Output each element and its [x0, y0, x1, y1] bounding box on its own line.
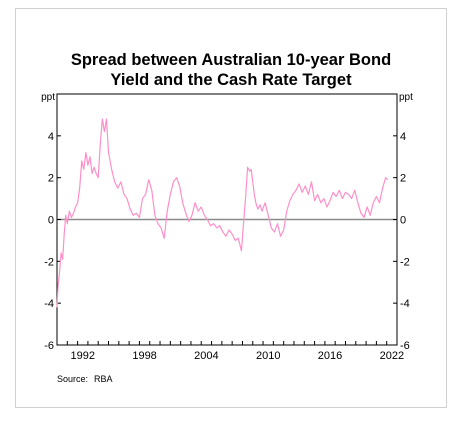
- series-line-0: [56, 118, 389, 308]
- y-tick-label-left: 0: [48, 215, 54, 227]
- x-tick-label: 2004: [194, 350, 218, 362]
- chart-title-line-1: Spread between Australian 10-year Bond: [70, 51, 392, 69]
- y-tick-label-right: 4: [400, 131, 406, 143]
- y-tick-label-right: -2: [400, 256, 410, 268]
- y-unit-right: ppt: [399, 92, 413, 103]
- chart-title: Spread between Australian 10-year Bond Y…: [15, 50, 447, 90]
- y-tick-label-left: 4: [48, 131, 54, 143]
- source-note: Source: RBA: [57, 374, 113, 384]
- y-tick-label-right: 2: [400, 173, 406, 185]
- x-tick-label: 1992: [71, 350, 95, 362]
- chart-frame: [15, 8, 447, 408]
- x-tick-label: 2016: [318, 350, 342, 362]
- chart-title-line-2: Yield and the Cash Rate Target: [110, 71, 352, 89]
- x-tick-label: 2010: [256, 350, 280, 362]
- x-tick-label: 1998: [132, 350, 156, 362]
- y-unit-left: ppt: [41, 92, 55, 103]
- y-tick-label-left: -4: [44, 298, 54, 310]
- source-label: Source:: [57, 374, 89, 384]
- y-tick-label-left: -2: [44, 256, 54, 268]
- y-tick-label-left: -6: [44, 340, 54, 352]
- y-tick-label-left: 2: [48, 173, 54, 185]
- x-tick-label: 2022: [380, 350, 404, 362]
- source-value: RBA: [94, 374, 113, 384]
- y-tick-label-right: -4: [400, 298, 410, 310]
- y-tick-label-right: -6: [400, 340, 410, 352]
- y-tick-label-right: 0: [400, 215, 406, 227]
